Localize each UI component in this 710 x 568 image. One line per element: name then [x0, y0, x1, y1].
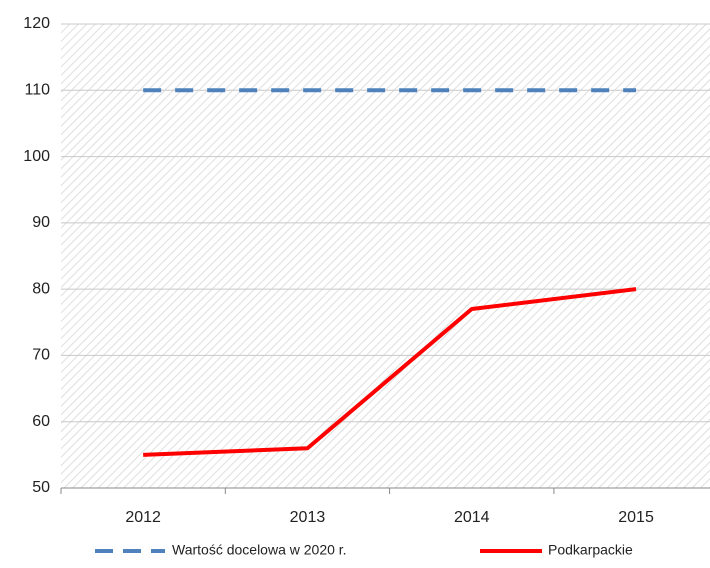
- x-tick-label: 2015: [618, 509, 654, 526]
- x-tick-label: 2013: [290, 509, 326, 526]
- legend-label: Podkarpackie: [548, 542, 633, 558]
- x-tick-label: 2014: [454, 509, 490, 526]
- legend-label: Wartość docelowa w 2020 r.: [172, 542, 347, 558]
- y-tick-label: 90: [32, 214, 50, 231]
- y-tick-label: 60: [32, 413, 50, 430]
- y-tick-label: 80: [32, 280, 50, 297]
- y-tick-label: 100: [23, 148, 50, 165]
- series-line: [143, 287, 637, 457]
- y-tick-label: 110: [24, 82, 50, 99]
- plot-background: [61, 24, 710, 488]
- x-tick-label: 2012: [125, 509, 161, 526]
- y-tick-label: 120: [23, 15, 50, 32]
- legend: Wartość docelowa w 2020 r. Podkarpackie: [95, 542, 633, 558]
- y-tick-label: 70: [32, 347, 50, 364]
- y-tick-label: 50: [32, 479, 50, 496]
